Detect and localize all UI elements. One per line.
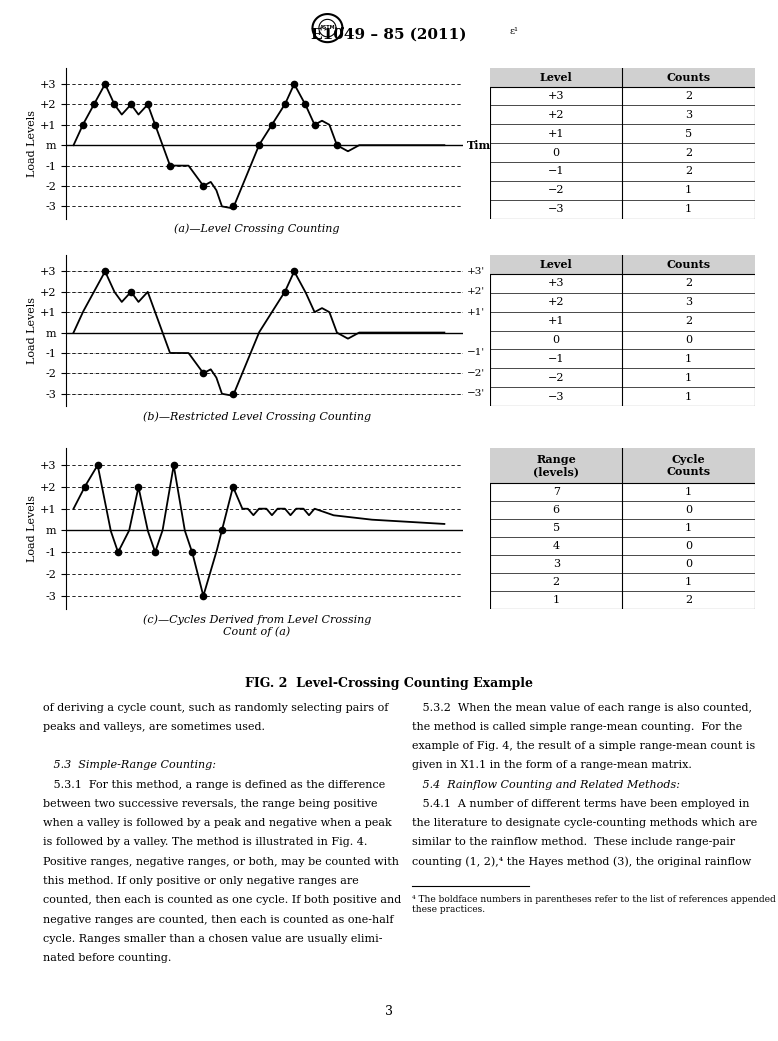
Text: Cycle
Counts: Cycle Counts — [667, 454, 710, 478]
Text: 2: 2 — [685, 316, 692, 326]
Text: 6: 6 — [552, 505, 560, 515]
Text: 2: 2 — [685, 91, 692, 101]
Text: E1049 – 85 (2011): E1049 – 85 (2011) — [311, 28, 467, 42]
Text: (b)—Restricted Level Crossing Counting: (b)—Restricted Level Crossing Counting — [142, 411, 371, 422]
Bar — [490, 448, 755, 483]
Text: 3: 3 — [385, 1006, 393, 1018]
Text: ASTM: ASTM — [320, 25, 335, 30]
Text: −3: −3 — [548, 391, 565, 402]
Text: FIG. 2  Level-Crossing Counting Example: FIG. 2 Level-Crossing Counting Example — [245, 677, 533, 689]
Text: given in X1.1 in the form of a range-mean matrix.: given in X1.1 in the form of a range-mea… — [412, 760, 692, 770]
Text: ⁴ The boldface numbers in parentheses refer to the list of references appended t: ⁴ The boldface numbers in parentheses re… — [412, 895, 778, 914]
Text: +3': +3' — [467, 266, 485, 276]
Text: of deriving a cycle count, such as randomly selecting pairs of: of deriving a cycle count, such as rando… — [43, 703, 388, 713]
Bar — [490, 255, 755, 274]
Text: 2: 2 — [552, 577, 560, 587]
Text: similar to the rainflow method.  These include range-pair: similar to the rainflow method. These in… — [412, 837, 735, 847]
Text: 0: 0 — [685, 505, 692, 515]
Text: +2: +2 — [548, 298, 565, 307]
Text: this method. If only positive or only negative ranges are: this method. If only positive or only ne… — [43, 877, 359, 886]
Text: 1: 1 — [685, 354, 692, 363]
Text: 4: 4 — [552, 541, 560, 552]
Text: the method is called simple range-mean counting.  For the: the method is called simple range-mean c… — [412, 722, 742, 732]
Text: Level: Level — [540, 72, 573, 82]
Text: Counts: Counts — [667, 72, 710, 82]
Text: example of Fig. 4, the result of a simple range-mean count is: example of Fig. 4, the result of a simpl… — [412, 741, 755, 752]
Text: +2': +2' — [467, 287, 485, 297]
Text: 3: 3 — [685, 110, 692, 120]
Text: Counts: Counts — [667, 259, 710, 270]
Text: 7: 7 — [553, 487, 559, 498]
Text: +1': +1' — [467, 308, 485, 316]
Text: counting (1, 2),⁴ the Hayes method (3), the original rainflow: counting (1, 2),⁴ the Hayes method (3), … — [412, 857, 752, 867]
Text: when a valley is followed by a peak and negative when a peak: when a valley is followed by a peak and … — [43, 818, 391, 829]
Text: 5: 5 — [685, 129, 692, 138]
Text: is followed by a valley. The method is illustrated in Fig. 4.: is followed by a valley. The method is i… — [43, 837, 367, 847]
Text: 5.3  Simple-Range Counting:: 5.3 Simple-Range Counting: — [43, 760, 216, 770]
Text: Positive ranges, negative ranges, or both, may be counted with: Positive ranges, negative ranges, or bot… — [43, 857, 399, 867]
Text: +1: +1 — [548, 129, 565, 138]
Text: 1: 1 — [685, 373, 692, 383]
Text: 5.4  Rainflow Counting and Related Methods:: 5.4 Rainflow Counting and Related Method… — [412, 780, 680, 790]
Text: (c)—Cycles Derived from Level Crossing
Count of (a): (c)—Cycles Derived from Level Crossing C… — [142, 614, 371, 637]
Text: the literature to designate cycle-counting methods which are: the literature to designate cycle-counti… — [412, 818, 758, 829]
Text: 0: 0 — [552, 148, 560, 157]
Text: 1: 1 — [685, 577, 692, 587]
Text: −1: −1 — [548, 354, 565, 363]
Text: between two successive reversals, the range being positive: between two successive reversals, the ra… — [43, 799, 377, 809]
Text: 1: 1 — [685, 204, 692, 214]
Y-axis label: Load Levels: Load Levels — [27, 494, 37, 562]
Text: 2: 2 — [685, 595, 692, 605]
Text: −1: −1 — [548, 167, 565, 176]
Text: 5.3.2  When the mean value of each range is also counted,: 5.3.2 When the mean value of each range … — [412, 703, 752, 713]
Text: Range
(levels): Range (levels) — [533, 454, 580, 478]
Text: −2': −2' — [467, 369, 485, 378]
Y-axis label: Load Levels: Load Levels — [27, 297, 37, 364]
Text: 1: 1 — [685, 185, 692, 196]
Text: ε¹: ε¹ — [510, 26, 519, 35]
Text: +3: +3 — [548, 91, 565, 101]
Text: 1: 1 — [685, 524, 692, 533]
Text: 0: 0 — [685, 335, 692, 345]
Text: −2: −2 — [548, 185, 565, 196]
Text: 0: 0 — [685, 541, 692, 552]
Text: cycle. Ranges smaller than a chosen value are usually elimi-: cycle. Ranges smaller than a chosen valu… — [43, 934, 382, 944]
Text: (a)—Level Crossing Counting: (a)—Level Crossing Counting — [174, 224, 339, 234]
Text: peaks and valleys, are sometimes used.: peaks and valleys, are sometimes used. — [43, 722, 265, 732]
Y-axis label: Load Levels: Load Levels — [27, 109, 37, 177]
Text: 0: 0 — [552, 335, 560, 345]
Text: 3: 3 — [685, 298, 692, 307]
Text: 5.3.1  For this method, a range is defined as the difference: 5.3.1 For this method, a range is define… — [43, 780, 385, 790]
Text: 3: 3 — [552, 559, 560, 569]
Text: −1': −1' — [467, 349, 485, 357]
Text: 0: 0 — [685, 559, 692, 569]
Text: −3: −3 — [548, 204, 565, 214]
Text: 2: 2 — [685, 148, 692, 157]
Text: +3: +3 — [548, 278, 565, 288]
Bar — [490, 68, 755, 86]
Text: −3': −3' — [467, 389, 485, 399]
Text: negative ranges are counted, then each is counted as one-half: negative ranges are counted, then each i… — [43, 915, 394, 924]
Text: 1: 1 — [685, 487, 692, 498]
Text: 1: 1 — [552, 595, 560, 605]
Text: counted, then each is counted as one cycle. If both positive and: counted, then each is counted as one cyc… — [43, 895, 401, 906]
Text: Time: Time — [467, 139, 498, 151]
Text: +2: +2 — [548, 110, 565, 120]
Text: 5.4.1  A number of different terms have been employed in: 5.4.1 A number of different terms have b… — [412, 799, 750, 809]
Text: nated before counting.: nated before counting. — [43, 954, 171, 963]
Text: 1: 1 — [685, 391, 692, 402]
Text: 2: 2 — [685, 278, 692, 288]
Text: 2: 2 — [685, 167, 692, 176]
Text: Level: Level — [540, 259, 573, 270]
Text: 5: 5 — [552, 524, 560, 533]
Text: −2: −2 — [548, 373, 565, 383]
Text: +1: +1 — [548, 316, 565, 326]
